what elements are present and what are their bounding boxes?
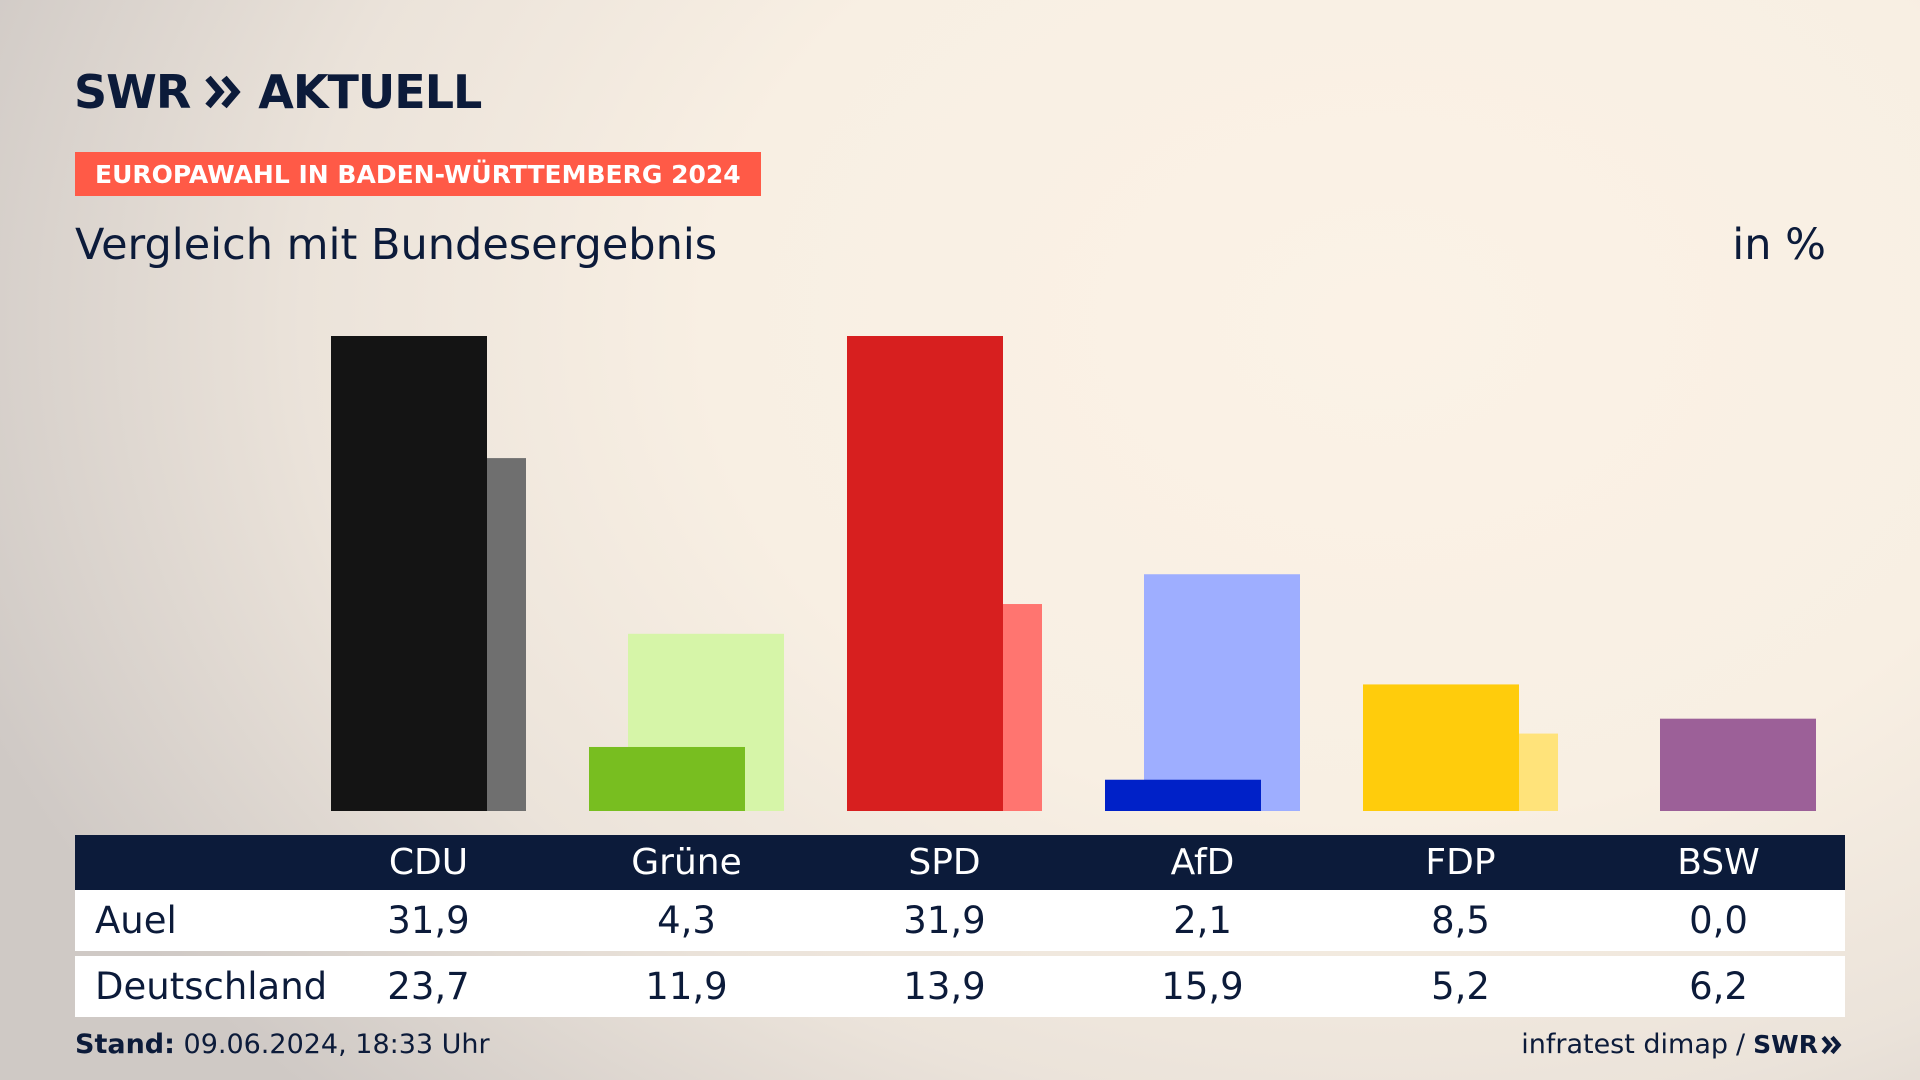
source-separator: / [1736,1029,1746,1060]
table-cell-grüne: 11,9 [645,965,728,1008]
table-cell-fdp: 5,2 [1431,965,1490,1008]
brand-text: SWR [74,65,191,119]
column-header-spd: SPD [908,842,981,883]
bar-bsw-deutschland [1660,718,1816,811]
table-cell-spd: 31,9 [903,899,986,942]
chart-subtitle: Vergleich mit Bundesergebnis [75,220,718,270]
row-label: Deutschland [95,965,328,1008]
bar-afd-auel [1105,779,1261,811]
stand-label: Stand: [75,1029,175,1060]
table-cell-bsw: 0,0 [1689,899,1748,942]
column-header-cdu: CDU [388,842,469,883]
bar-fdp-auel [1363,684,1519,811]
bar-grüne-auel [589,746,745,811]
column-header-fdp: FDP [1425,842,1496,883]
double-chevron-small-icon [1821,1035,1842,1054]
table-cell-grüne: 4,3 [657,899,716,942]
table-cell-cdu: 23,7 [387,965,470,1008]
unit-label: in % [1732,220,1826,270]
swr-small-text: SWR [1753,1030,1818,1059]
table-cell-bsw: 6,2 [1689,965,1748,1008]
table-header-row: CDU Grüne SPD AfD FDP BSW [75,835,1845,890]
row-label: Auel [95,899,177,942]
table-cell-afd: 2,1 [1173,899,1232,942]
bar-chart [331,336,1816,811]
bar-cdu-auel [331,336,487,811]
table-cell-afd: 15,9 [1161,965,1244,1008]
double-chevron-icon [205,75,241,109]
table-cell-cdu: 31,9 [387,899,470,942]
swr-aktuell-logo: SWR AKTUELL [74,64,482,120]
column-header-bsw: BSW [1677,842,1760,883]
column-header-afd: AfD [1170,842,1235,883]
table-cell-fdp: 8,5 [1431,899,1490,942]
stand-value: 09.06.2024, 18:33 Uhr [183,1029,490,1060]
column-header-grüne: Grüne [631,842,742,883]
source-credit: infratest dimap / SWR [1521,1029,1843,1060]
swr-small-logo: SWR [1753,1030,1843,1059]
brand-suffix-text: AKTUELL [258,65,482,119]
election-tagline: EUROPAWAHL IN BADEN-WÜRTTEMBERG 2024 [75,152,761,196]
source-text: infratest dimap [1521,1029,1729,1060]
table-row: Auel 31,9 4,3 31,9 2,1 8,5 0,0 [75,890,1845,951]
bar-afd-deutschland [1144,574,1300,811]
bar-spd-auel [847,336,1003,811]
table-row: Deutschland 23,7 11,9 13,9 15,9 5,2 6,2 [75,956,1845,1017]
timestamp: Stand: 09.06.2024, 18:33 Uhr [75,1029,490,1060]
table-cell-spd: 13,9 [903,965,986,1008]
results-table: CDU Grüne SPD AfD FDP BSW Auel 31,9 4,3 31,9 2,1… [75,835,1845,1017]
